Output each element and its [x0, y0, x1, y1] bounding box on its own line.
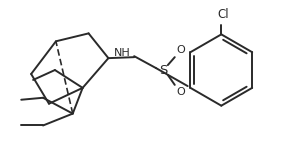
Text: S: S — [159, 64, 167, 77]
Text: O: O — [176, 87, 185, 97]
Text: NH: NH — [114, 48, 130, 58]
Text: Cl: Cl — [218, 8, 229, 21]
Text: O: O — [176, 45, 185, 55]
